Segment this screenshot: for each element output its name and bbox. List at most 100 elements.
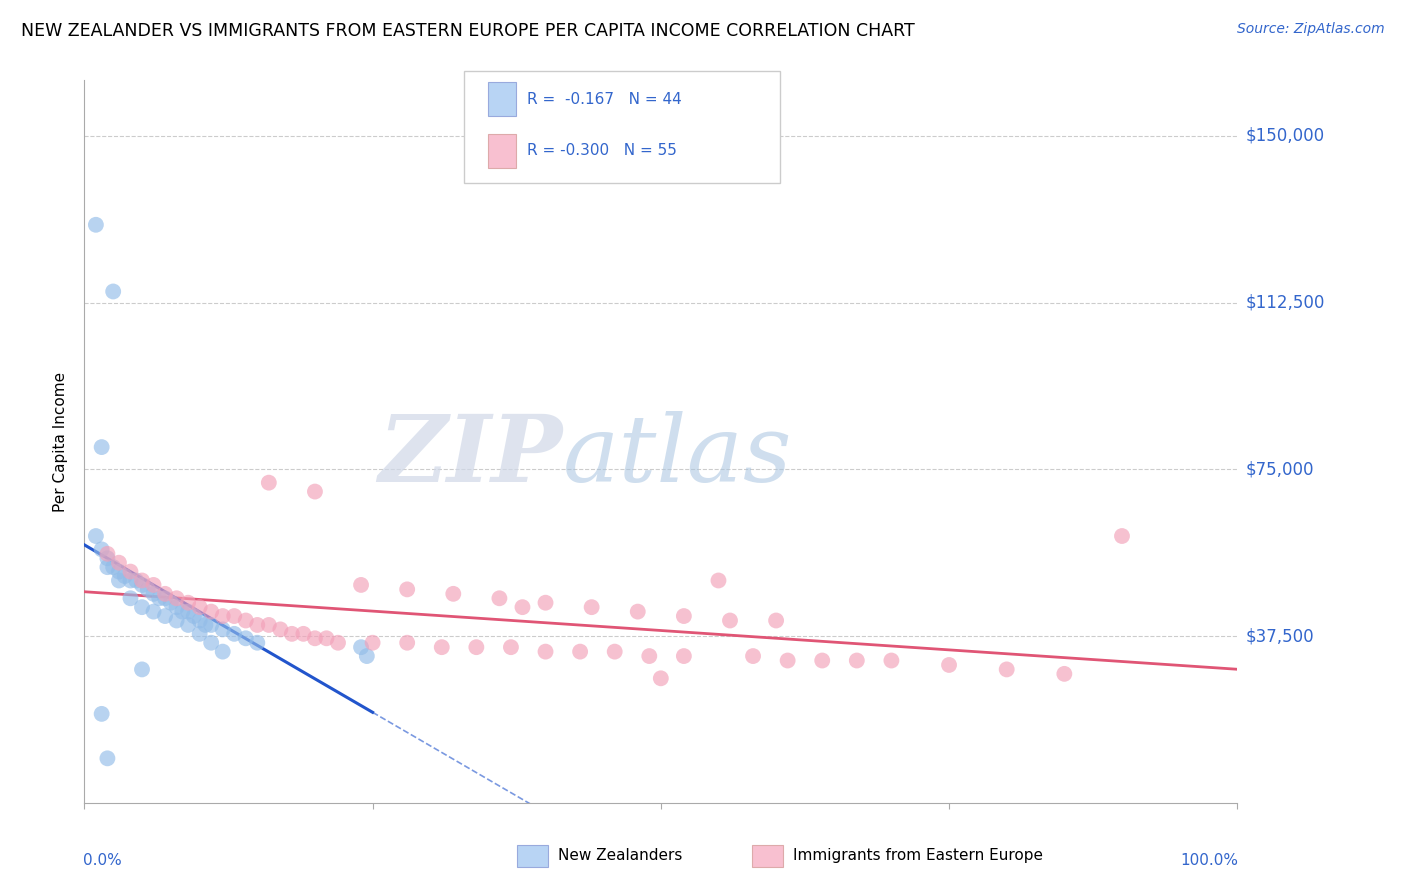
Point <box>441 587 464 601</box>
Point <box>326 636 349 650</box>
Point <box>396 636 419 650</box>
Point <box>315 632 337 646</box>
Point <box>269 623 291 637</box>
Point <box>177 618 200 632</box>
Point <box>235 614 257 628</box>
Point <box>257 475 280 490</box>
Point <box>811 653 834 667</box>
Point <box>488 591 510 606</box>
Point <box>177 596 200 610</box>
Text: $75,000: $75,000 <box>1246 460 1315 478</box>
Point <box>108 565 131 579</box>
Text: Source: ZipAtlas.com: Source: ZipAtlas.com <box>1237 22 1385 37</box>
Point <box>742 649 765 664</box>
Point <box>499 640 522 655</box>
Point <box>581 600 603 615</box>
Point <box>672 609 695 624</box>
Point <box>108 556 131 570</box>
Point <box>672 649 695 664</box>
Point <box>166 614 188 628</box>
Point <box>938 657 960 672</box>
Point <box>650 671 672 685</box>
Point <box>361 636 384 650</box>
Point <box>534 596 557 610</box>
Text: ZIP: ZIP <box>378 411 562 501</box>
Point <box>166 600 188 615</box>
Point <box>350 578 373 592</box>
Point <box>211 623 233 637</box>
Point <box>153 591 176 606</box>
Point <box>534 645 557 659</box>
Point <box>765 614 787 628</box>
Point <box>90 706 112 721</box>
Point <box>142 587 165 601</box>
Point <box>194 618 217 632</box>
Point <box>356 649 378 664</box>
Text: R = -0.300   N = 55: R = -0.300 N = 55 <box>527 144 678 158</box>
Point <box>304 632 326 646</box>
Point <box>142 578 165 592</box>
Point <box>114 569 136 583</box>
Point <box>211 609 233 624</box>
Point <box>200 605 222 619</box>
Text: 100.0%: 100.0% <box>1181 854 1239 869</box>
Point <box>131 574 153 588</box>
Text: $150,000: $150,000 <box>1246 127 1324 145</box>
Point <box>569 645 592 659</box>
Point <box>235 632 257 646</box>
Point <box>465 640 488 655</box>
Y-axis label: Per Capita Income: Per Capita Income <box>53 371 69 512</box>
Point <box>188 614 211 628</box>
Point <box>96 547 118 561</box>
Point <box>160 596 183 610</box>
Point <box>120 574 142 588</box>
Point <box>96 551 118 566</box>
Point <box>430 640 453 655</box>
Point <box>603 645 626 659</box>
Point <box>718 614 741 628</box>
Text: NEW ZEALANDER VS IMMIGRANTS FROM EASTERN EUROPE PER CAPITA INCOME CORRELATION CH: NEW ZEALANDER VS IMMIGRANTS FROM EASTERN… <box>21 22 915 40</box>
Point <box>177 605 200 619</box>
Point <box>627 605 650 619</box>
Point <box>103 560 124 574</box>
Point <box>1053 666 1076 681</box>
Point <box>183 609 205 624</box>
Point <box>257 618 280 632</box>
Point <box>131 578 153 592</box>
Point <box>188 627 211 641</box>
Point <box>188 600 211 615</box>
Point <box>995 662 1018 676</box>
Point <box>292 627 315 641</box>
Point <box>84 218 107 232</box>
Point <box>350 640 373 655</box>
Point <box>120 591 142 606</box>
Point <box>200 636 222 650</box>
Point <box>211 645 233 659</box>
Point <box>246 636 269 650</box>
Point <box>153 609 176 624</box>
Point <box>84 529 107 543</box>
Point <box>845 653 868 667</box>
Point <box>246 618 269 632</box>
Point <box>120 565 142 579</box>
Text: Immigrants from Eastern Europe: Immigrants from Eastern Europe <box>793 848 1043 863</box>
Point <box>224 627 246 641</box>
Point <box>96 560 118 574</box>
Point <box>166 591 188 606</box>
Text: $112,500: $112,500 <box>1246 293 1324 311</box>
Text: New Zealanders: New Zealanders <box>558 848 682 863</box>
Point <box>200 618 222 632</box>
Point <box>153 587 176 601</box>
Point <box>281 627 304 641</box>
Point <box>396 582 419 597</box>
Point <box>880 653 903 667</box>
Point <box>707 574 730 588</box>
Point <box>304 484 326 499</box>
Point <box>131 600 153 615</box>
Text: $37,500: $37,500 <box>1246 627 1315 645</box>
Point <box>96 751 118 765</box>
Point <box>142 605 165 619</box>
Point <box>638 649 661 664</box>
Point <box>90 440 112 454</box>
Text: atlas: atlas <box>562 411 793 501</box>
